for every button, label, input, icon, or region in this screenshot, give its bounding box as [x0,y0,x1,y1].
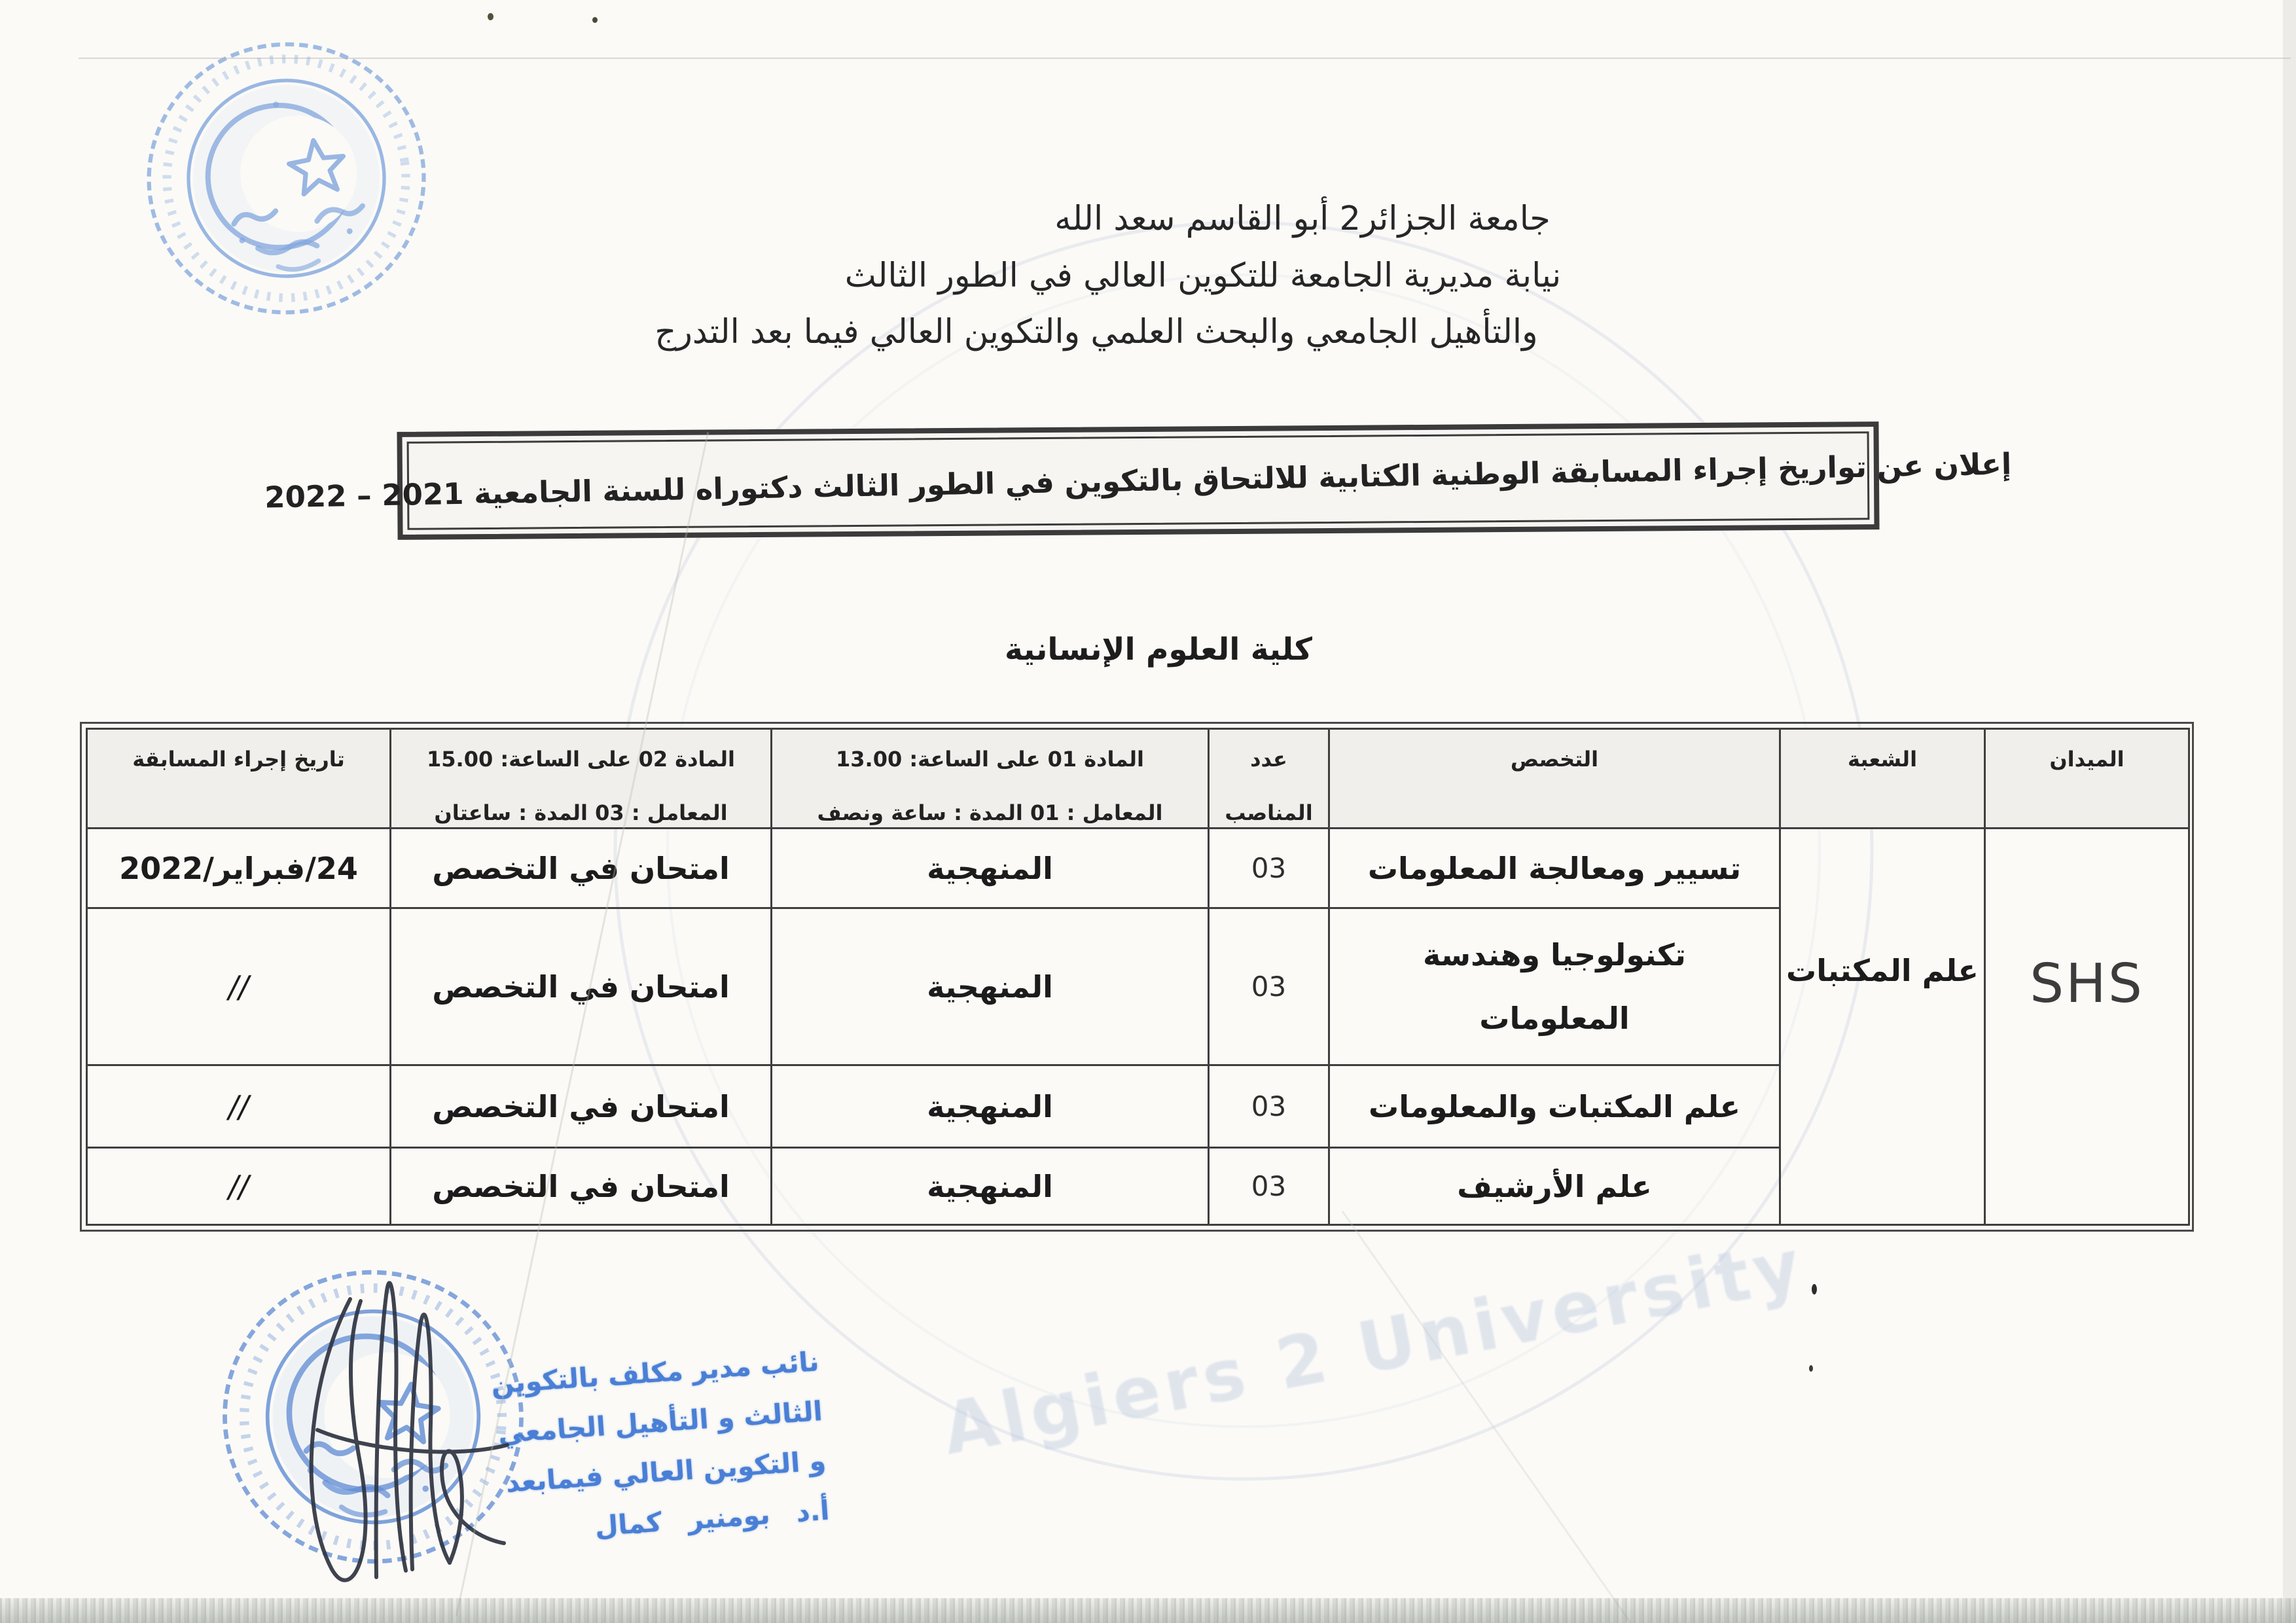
positions-header-line2: المناصب [1225,800,1313,825]
subject2-coef-line: المعامل : 03 المدة : ساعتان [434,800,728,825]
scan-speck [592,17,598,23]
cell-subject2: امتحان في التخصص [389,827,772,909]
cell-specialty: تكنولوجيا وهندسة المعلومات [1328,907,1781,1066]
positions-header-line1: عدد [1250,747,1287,772]
scan-speck [1812,1284,1817,1294]
handwritten-signature-icon [309,1281,509,1582]
cell-exam-date: // [86,1147,391,1226]
cell-positions: 03 [1208,827,1330,909]
subject2-time-line: المادة 02 على الساعة: 15.00 [427,747,735,772]
col-header-positions: عدد المناصب [1208,728,1330,829]
cell-subject1: المنهجية [770,827,1210,909]
schedule-table-frame: الميدان الشعبة التخصص عدد المناصب المادة… [80,722,2194,1232]
scan-edge-shadow [2283,0,2296,1623]
cell-exam-date: 24/فبراير/2022 [86,827,391,909]
cell-positions: 03 [1208,1064,1330,1149]
cell-subject2: امتحان في التخصص [389,1147,772,1226]
announcement-title-inner-frame: إعلان عن تواريخ إجراء المسابقة الوطنية ا… [264,431,2012,530]
table-row: SHS علم المكتبات تسيير ومعالجة المعلومات… [86,827,2190,1226]
cell-specialty: علم الأرشيف [1328,1147,1781,1226]
department-line: والتأهيل الجامعي والبحث العلمي والتكوين … [655,313,1538,351]
directorate-line: نيابة مديرية الجامعة للتكوين العالي في ا… [844,257,1562,295]
cell-exam-date: // [86,1064,391,1149]
cell-positions: 03 [1208,1147,1330,1226]
col-header-date: تاريخ إجراء المسابقة [86,728,391,829]
round-seal-icon [122,14,451,343]
col-header-subject1: المادة 01 على الساعة: 13.00 المعامل : 01… [770,728,1210,829]
col-header-field: الميدان [1984,728,2190,829]
cell-subject1: المنهجية [770,1064,1210,1149]
col-header-specialty: التخصص [1328,728,1781,829]
announcement-title-box: إعلان عن تواريخ إجراء المسابقة الوطنية ا… [264,421,2012,540]
exam-schedule-table: الميدان الشعبة التخصص عدد المناصب المادة… [86,728,2190,1226]
cell-specialty: تسيير ومعالجة المعلومات [1328,827,1781,909]
table-row: تكنولوجيا وهندسة المعلومات 03 المنهجية ا… [86,907,2189,1066]
cell-specialty: علم المكتبات والمعلومات [1328,1064,1781,1149]
cell-field-value: SHS [1984,827,2190,1226]
watermark-text: Algiers 2 University [936,1223,1812,1471]
cell-subject1: المنهجية [770,907,1210,1066]
scan-speck [488,13,493,20]
subject1-time-line: المادة 01 على الساعة: 13.00 [836,747,1144,772]
table-row: علم المكتبات والمعلومات 03 المنهجية امتح… [86,1064,2189,1149]
cell-exam-date: // [86,907,391,1066]
announcement-title: إعلان عن تواريخ إجراء المسابقة الوطنية ا… [264,446,2013,515]
scan-bottom-band [0,1598,2296,1623]
col-header-subject2: المادة 02 على الساعة: 15.00 المعامل : 03… [389,728,772,829]
col-header-branch: الشعبة [1779,728,1986,829]
cell-subject1: المنهجية [770,1147,1210,1226]
scan-speck [1809,1365,1813,1372]
specialty-wrapped-text: تكنولوجيا وهندسة المعلومات [1423,936,1686,1036]
cell-branch-value: علم المكتبات [1779,827,1986,1226]
faculty-heading: كلية العلوم الإنسانية [1005,632,1312,668]
subject1-coef-line: المعامل : 01 المدة : ساعة ونصف [817,800,1163,825]
cell-subject2: امتحان في التخصص [389,907,772,1066]
table-row: علم الأرشيف 03 المنهجية امتحان في التخصص… [86,1147,2189,1226]
scan-artifact-line [79,58,2291,59]
university-name-line: جامعة الجزائر2 أبو القاسم سعد الله [1054,200,1551,238]
cell-positions: 03 [1208,907,1330,1066]
cell-subject2: امتحان في التخصص [389,1064,772,1149]
